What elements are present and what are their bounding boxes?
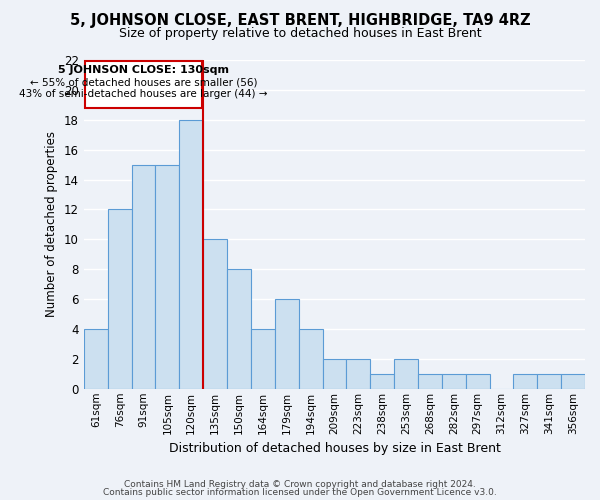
Bar — [299, 329, 323, 389]
Text: 43% of semi-detached houses are larger (44) →: 43% of semi-detached houses are larger (… — [19, 89, 268, 99]
Bar — [370, 374, 394, 389]
Bar — [442, 374, 466, 389]
Bar — [275, 299, 299, 389]
Text: Contains HM Land Registry data © Crown copyright and database right 2024.: Contains HM Land Registry data © Crown c… — [124, 480, 476, 489]
Text: Contains public sector information licensed under the Open Government Licence v3: Contains public sector information licen… — [103, 488, 497, 497]
Text: 5 JOHNSON CLOSE: 130sqm: 5 JOHNSON CLOSE: 130sqm — [58, 65, 229, 75]
Bar — [323, 359, 346, 389]
Bar — [537, 374, 561, 389]
Bar — [108, 210, 131, 389]
Bar — [514, 374, 537, 389]
Bar — [84, 329, 108, 389]
Text: 5, JOHNSON CLOSE, EAST BRENT, HIGHBRIDGE, TA9 4RZ: 5, JOHNSON CLOSE, EAST BRENT, HIGHBRIDGE… — [70, 12, 530, 28]
Text: ← 55% of detached houses are smaller (56): ← 55% of detached houses are smaller (56… — [30, 77, 257, 87]
Bar — [227, 269, 251, 389]
Y-axis label: Number of detached properties: Number of detached properties — [46, 132, 58, 318]
Text: Size of property relative to detached houses in East Brent: Size of property relative to detached ho… — [119, 28, 481, 40]
Bar — [155, 164, 179, 389]
Bar — [418, 374, 442, 389]
Bar — [466, 374, 490, 389]
Bar — [561, 374, 585, 389]
Bar — [203, 240, 227, 389]
Bar — [394, 359, 418, 389]
Bar — [179, 120, 203, 389]
X-axis label: Distribution of detached houses by size in East Brent: Distribution of detached houses by size … — [169, 442, 500, 455]
Bar — [251, 329, 275, 389]
FancyBboxPatch shape — [85, 62, 202, 108]
Bar — [346, 359, 370, 389]
Bar — [131, 164, 155, 389]
